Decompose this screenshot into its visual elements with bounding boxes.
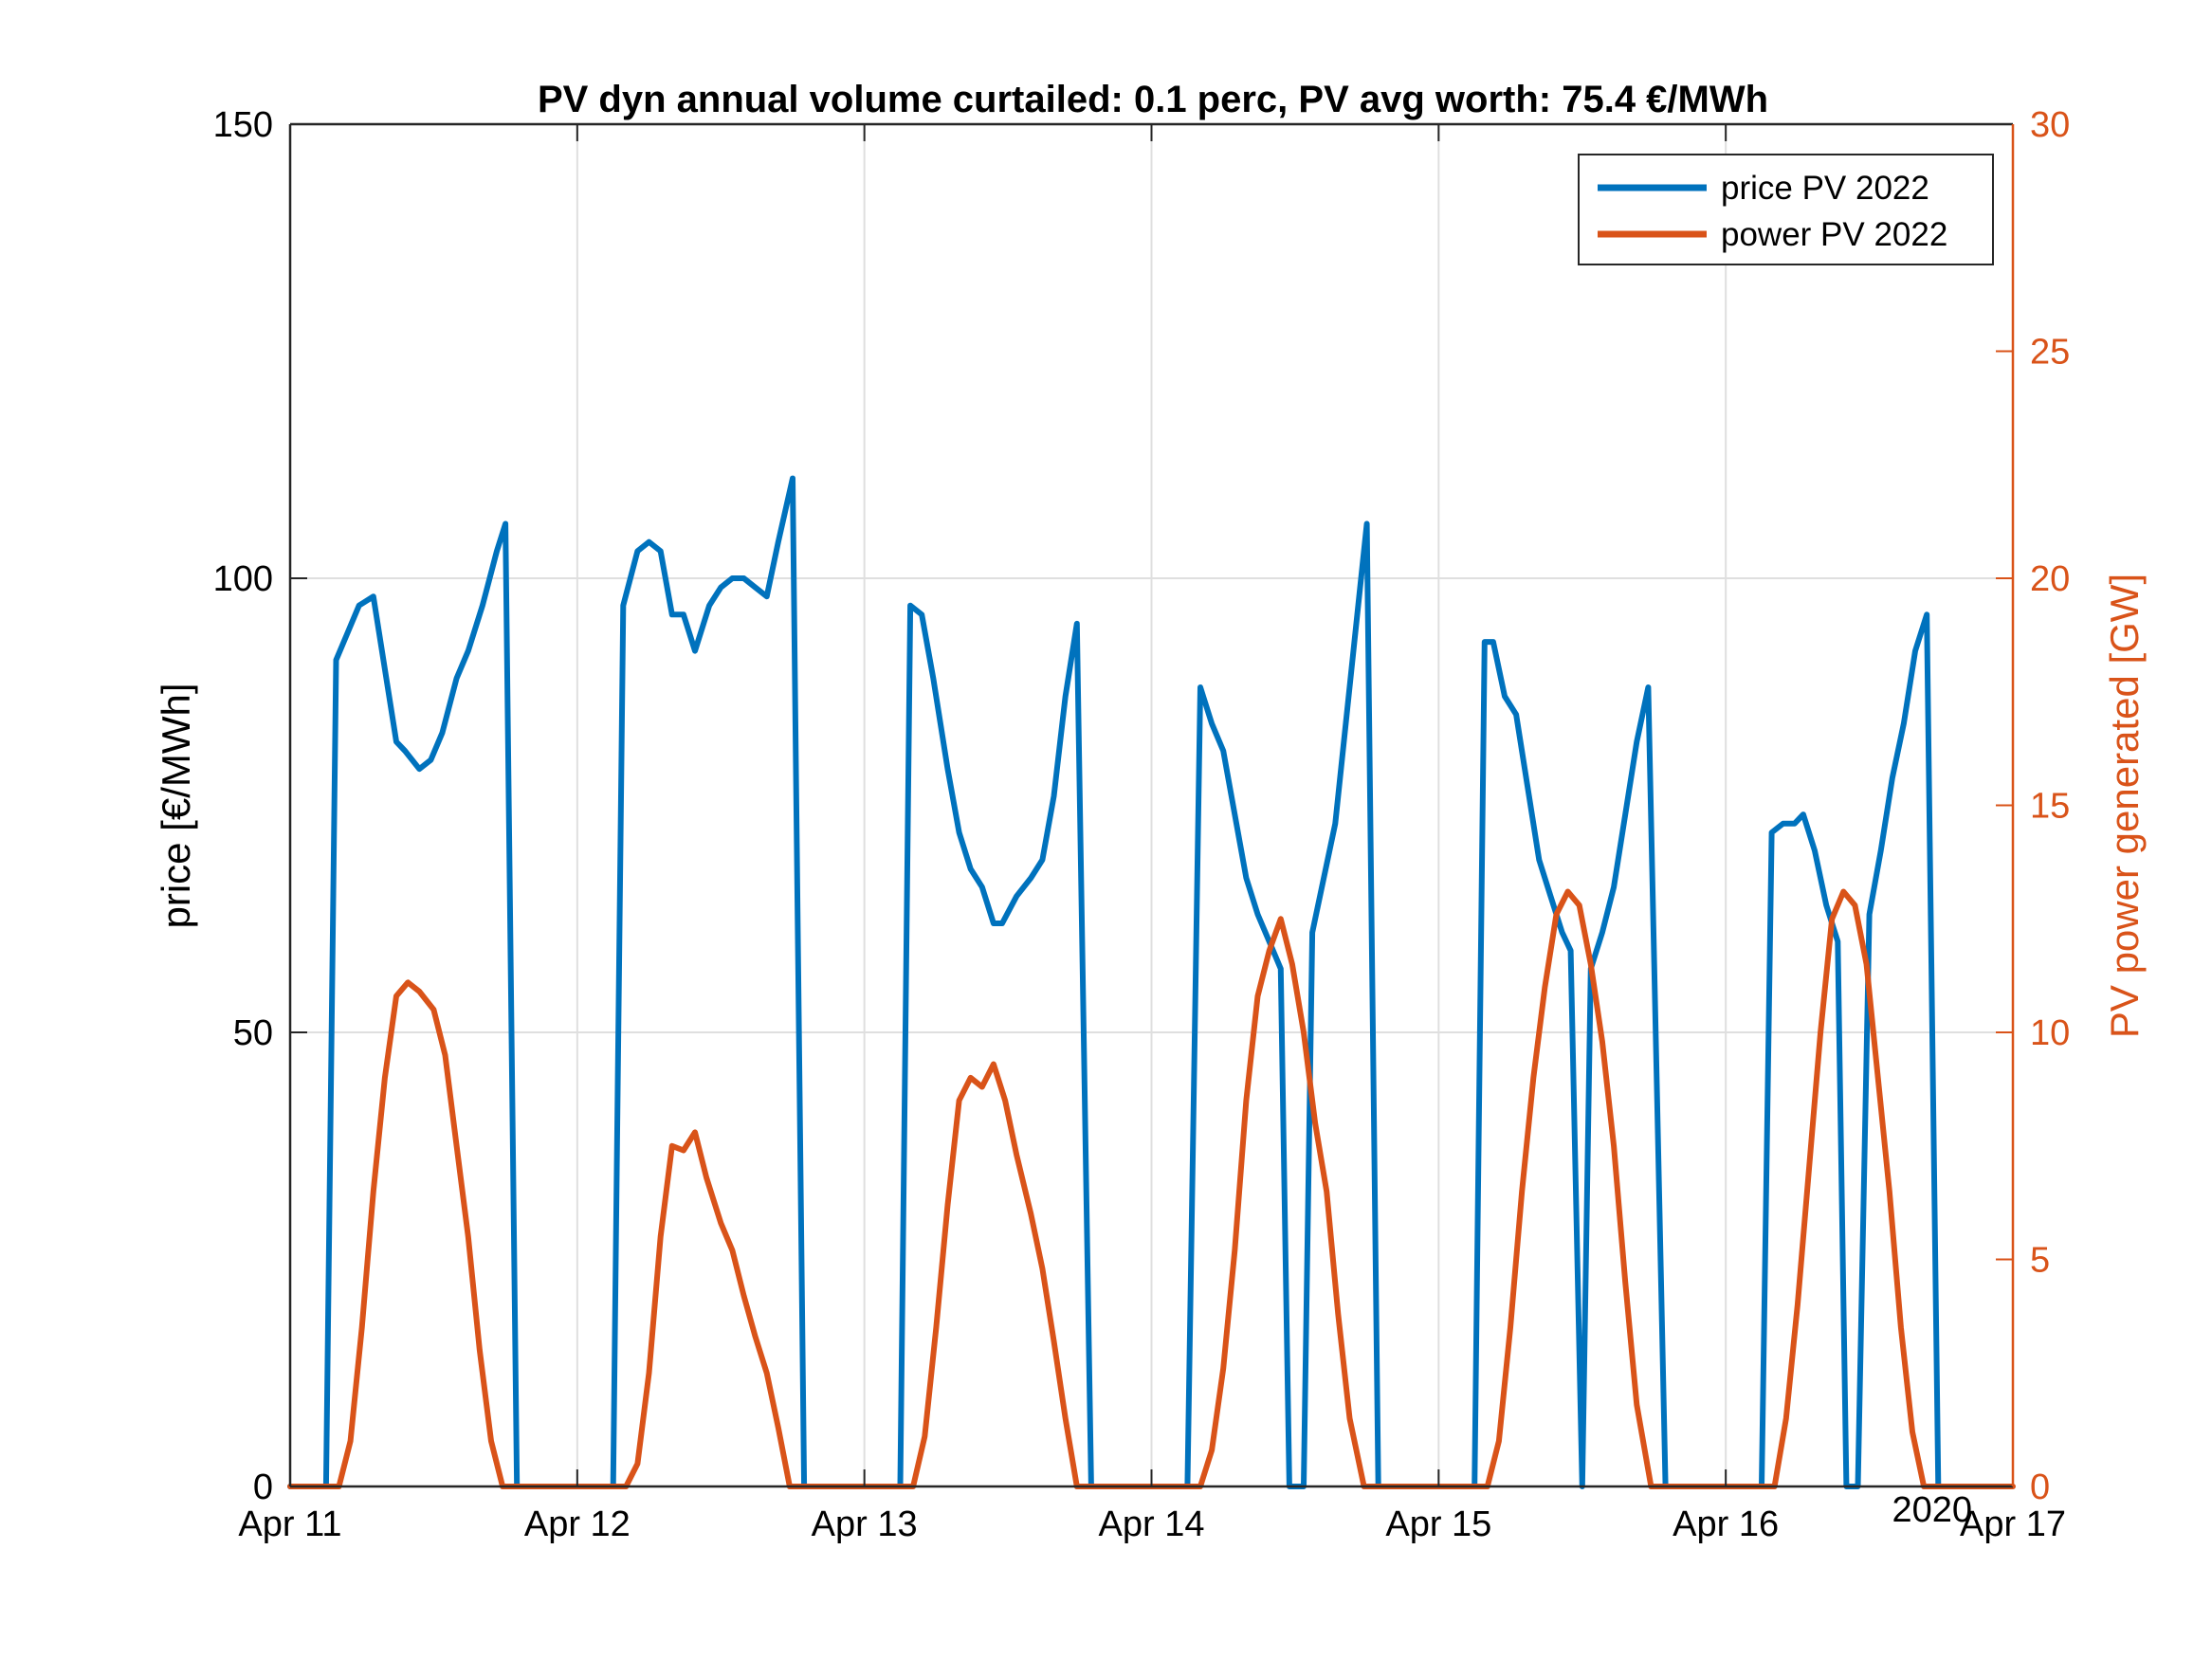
y-right-tick-label: 15: [2030, 787, 2070, 827]
legend-box: [1578, 154, 1994, 265]
y-right-tick-label: 30: [2030, 105, 2070, 145]
x-tick-label: Apr 11: [238, 1504, 341, 1544]
y-left-tick-label: 100: [213, 559, 273, 599]
y-left-axis-label: price [€/MWh]: [154, 683, 198, 928]
y-right-axis-label: PV power generated [GW]: [2102, 574, 2147, 1038]
x-tick-label: Apr 15: [1385, 1504, 1491, 1544]
y-left-tick-label: 0: [253, 1468, 273, 1507]
x-tick-label: Apr 12: [524, 1504, 631, 1544]
chart-title: PV dyn annual volume curtailed: 0.1 perc…: [538, 79, 1768, 120]
y-right-tick-label: 20: [2030, 559, 2070, 599]
y-right-tick-label: 25: [2030, 333, 2070, 373]
y-left-tick-label: 50: [233, 1013, 273, 1053]
x-tick-label: Apr 13: [812, 1504, 918, 1544]
legend-entry-power: power PV 2022: [1721, 216, 1947, 253]
x-axis-year-label: 2020: [1892, 1490, 1972, 1530]
grid: [290, 124, 2013, 1486]
y-right-tick-label: 0: [2030, 1468, 2050, 1507]
x-tick-label: Apr 16: [1673, 1504, 1779, 1544]
legend-entry-price: price PV 2022: [1721, 170, 1929, 207]
legend: price PV 2022 power PV 2022: [1578, 154, 1994, 265]
x-tick-label: Apr 14: [1099, 1504, 1205, 1544]
y-right-tick-label: 5: [2030, 1241, 2050, 1281]
y-left-tick-label: 150: [213, 105, 273, 145]
y-right-tick-label: 10: [2030, 1013, 2070, 1053]
x-tick-label: Apr 17: [1960, 1504, 2066, 1544]
axes: Apr 11 Apr 12 Apr 13 Apr 14 Apr 15 Apr 16 Apr …: [213, 105, 2071, 1544]
